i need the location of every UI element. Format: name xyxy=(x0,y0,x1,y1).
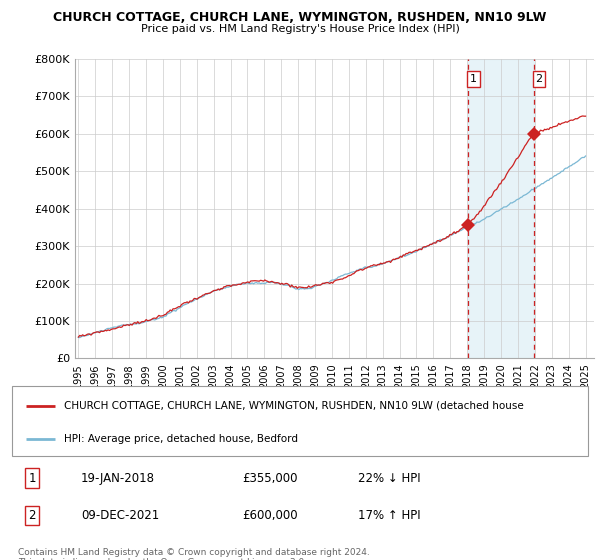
Text: 17% ↑ HPI: 17% ↑ HPI xyxy=(358,509,420,522)
FancyBboxPatch shape xyxy=(12,386,588,456)
Text: CHURCH COTTAGE, CHURCH LANE, WYMINGTON, RUSHDEN, NN10 9LW: CHURCH COTTAGE, CHURCH LANE, WYMINGTON, … xyxy=(53,11,547,24)
Text: 1: 1 xyxy=(28,472,36,484)
Text: Contains HM Land Registry data © Crown copyright and database right 2024.
This d: Contains HM Land Registry data © Crown c… xyxy=(18,548,370,560)
Text: 1: 1 xyxy=(470,74,477,84)
Text: 2: 2 xyxy=(28,509,36,522)
Text: 09-DEC-2021: 09-DEC-2021 xyxy=(81,509,160,522)
Text: 19-JAN-2018: 19-JAN-2018 xyxy=(81,472,155,484)
Text: Price paid vs. HM Land Registry's House Price Index (HPI): Price paid vs. HM Land Registry's House … xyxy=(140,24,460,34)
Text: £600,000: £600,000 xyxy=(242,509,298,522)
Bar xyxy=(468,59,533,358)
Text: 22% ↓ HPI: 22% ↓ HPI xyxy=(358,472,420,484)
Text: CHURCH COTTAGE, CHURCH LANE, WYMINGTON, RUSHDEN, NN10 9LW (detached house: CHURCH COTTAGE, CHURCH LANE, WYMINGTON, … xyxy=(64,401,524,411)
Text: 2: 2 xyxy=(535,74,542,84)
Text: £355,000: £355,000 xyxy=(242,472,298,484)
Text: HPI: Average price, detached house, Bedford: HPI: Average price, detached house, Bedf… xyxy=(64,434,298,444)
